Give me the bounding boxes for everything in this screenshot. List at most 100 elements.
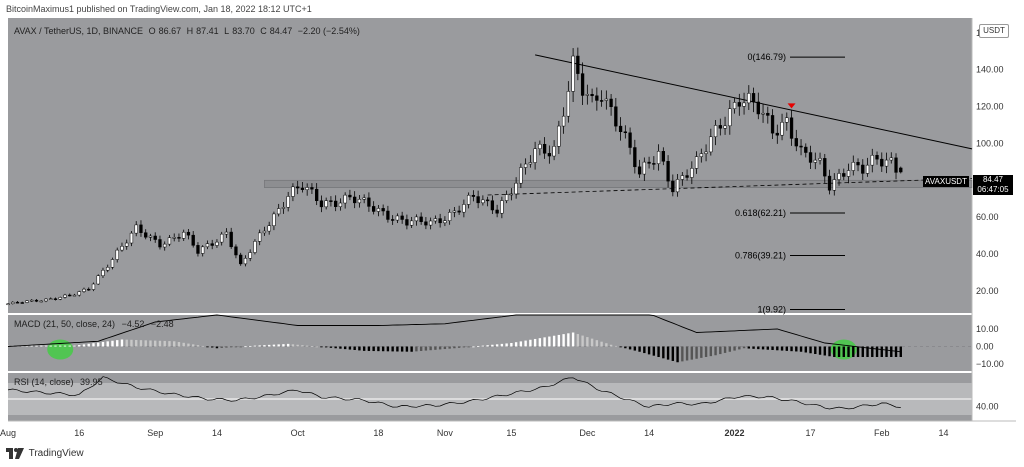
candle-body (334, 200, 338, 207)
footer-brand[interactable]: TradingView (6, 448, 84, 459)
candle-body (538, 143, 542, 149)
time-axis-label: 14 (644, 428, 654, 438)
candle-body (329, 200, 333, 202)
macd-histogram-bar (40, 345, 43, 347)
macd-histogram-bar (282, 344, 285, 347)
macd-histogram-bar (533, 338, 537, 347)
candle-body (457, 210, 461, 213)
macd-histogram-bar (590, 338, 594, 347)
candle-body (395, 215, 400, 221)
candle-body (566, 91, 571, 117)
candle-body (386, 210, 390, 220)
macd-histogram-bar (267, 344, 271, 347)
candle-body (561, 115, 566, 127)
macd-histogram-bar (443, 346, 447, 350)
candle-body (153, 235, 157, 240)
candle-body (609, 98, 613, 107)
candle-body (842, 173, 846, 177)
candle-body (851, 162, 855, 171)
candle-body (381, 208, 385, 212)
macd-histogram-bar (239, 346, 242, 348)
candle-body (865, 164, 870, 174)
rsi-value: 39.95 (80, 377, 103, 387)
macd-histogram-bar (818, 346, 822, 355)
candle-body (789, 117, 794, 139)
last-price-tag: AVAXUSDT 84.47 06:47:05 (923, 175, 1013, 195)
macd-histogram-bar (68, 345, 71, 347)
macd-histogram-bar (163, 340, 166, 347)
candle-body (110, 259, 115, 268)
macd-histogram-bar (78, 345, 81, 347)
candle-body (357, 199, 362, 204)
candle-body (547, 153, 552, 157)
macd-histogram-bar (719, 346, 722, 355)
candle-body (533, 148, 537, 163)
candle-body (770, 115, 775, 134)
macd-histogram-bar (529, 339, 532, 347)
candle-body (205, 243, 210, 248)
macd-histogram-bar (286, 343, 290, 347)
macd-histogram-bar (30, 345, 33, 347)
candle-body (476, 196, 480, 204)
macd-histogram-bar (106, 341, 109, 347)
candle-body (495, 209, 499, 214)
candle-body (96, 275, 100, 285)
macd-histogram-bar (652, 346, 656, 356)
candle-body (509, 193, 514, 196)
rsi-legend[interactable]: RSI (14, close) 39.95 (14, 377, 107, 387)
candle-body (262, 230, 267, 234)
time-axis-label: 2022 (725, 428, 745, 438)
candle-body (101, 269, 105, 276)
candle-body (167, 237, 172, 245)
macd-histogram-bar (438, 346, 442, 350)
symbol-info: AVAX / TetherUS, 1D, BINANCE O 86.67 H 87.… (14, 26, 363, 36)
macd-histogram-bar (120, 339, 124, 347)
macd-histogram-bar (125, 339, 128, 347)
candle-body (599, 100, 604, 102)
macd-histogram-bar (63, 345, 67, 347)
macd-histogram-bar (704, 346, 708, 357)
time-axis-label: Aug (0, 428, 16, 438)
candle-body (372, 206, 376, 212)
macd-axis-label: 10.00 (976, 324, 999, 334)
candle-body (737, 102, 741, 107)
candle-body (595, 95, 599, 101)
low-value: 83.70 (232, 26, 255, 36)
price-axis-label: 40.00 (976, 249, 999, 259)
macd-histogram-bar (495, 344, 499, 347)
candle-body (87, 288, 91, 291)
macd-histogram-bar (173, 341, 176, 347)
price-axis-label: 100.00 (976, 138, 1004, 148)
support-zone (264, 179, 973, 188)
candle-body (542, 143, 547, 154)
macd-histogram-bar (310, 346, 314, 347)
macd-histogram-bar (25, 345, 29, 347)
candle-body (642, 161, 646, 175)
candle-body (880, 158, 884, 167)
macd-histogram-bar (538, 338, 542, 347)
candle-body (277, 208, 281, 215)
fib-level-label: 0(146.79) (747, 52, 786, 62)
candle-body (504, 194, 509, 201)
candle-body (452, 210, 457, 213)
macd-histogram-bar (405, 346, 409, 352)
macd-histogram-bar (419, 346, 423, 351)
macd-histogram-bar (581, 335, 584, 347)
macd-histogram-bar (771, 346, 774, 350)
price-tag-symbol: AVAXUSDT (923, 176, 969, 187)
macd-histogram-bar (116, 340, 119, 347)
candle-body (656, 151, 661, 164)
candle-body (68, 294, 72, 297)
candle-body (728, 108, 732, 127)
candle-body (319, 200, 324, 208)
tradingview-logo-icon (6, 448, 24, 459)
currency-button[interactable]: USDT (979, 24, 1009, 38)
candle-body (899, 167, 903, 173)
time-axis-label: 17 (806, 428, 816, 438)
macd-histogram-bar (567, 333, 570, 347)
macd-histogram-bar (676, 346, 679, 363)
macd-histogram-bar (386, 346, 390, 352)
macd-legend[interactable]: MACD (21, 50, close, 24) −4.52 −2.48 (14, 319, 178, 329)
candle-body (324, 200, 328, 208)
